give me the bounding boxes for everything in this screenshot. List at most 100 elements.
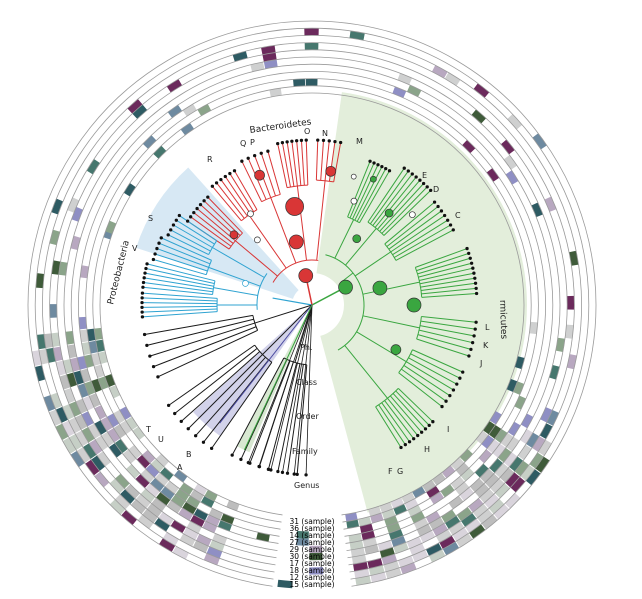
heatmap-cell [500, 139, 515, 155]
heatmap-cell [209, 539, 225, 552]
heatmap-cell [540, 407, 553, 423]
tree-branch [211, 362, 273, 449]
tree-node [209, 446, 214, 451]
heatmap-cell [442, 541, 460, 556]
heatmap-cell [51, 198, 64, 215]
heatmap-cell [479, 488, 495, 504]
heatmap-cell [200, 495, 215, 508]
heatmap-cell [88, 439, 103, 455]
tree-branch [247, 304, 313, 463]
heatmap-cell [520, 464, 535, 481]
tree-branch [144, 272, 214, 287]
tree-branch [203, 359, 269, 443]
tree-branch [272, 297, 313, 306]
heatmap-cell [153, 145, 167, 159]
heatmap-cell [429, 517, 445, 530]
heatmap-cell [494, 483, 510, 499]
tree-node [280, 470, 285, 475]
heatmap-cell [440, 484, 455, 498]
tree-node [432, 200, 437, 204]
tree-branch [356, 331, 407, 363]
tree-node [418, 178, 422, 182]
heatmap-cell [160, 486, 175, 500]
tree-branch [421, 292, 477, 298]
heatmap-cell [565, 324, 574, 339]
heatmap-cell [62, 437, 77, 454]
ring-label-36: 36 (sample) [289, 524, 334, 533]
heatmap-cell [182, 103, 197, 117]
heatmap-cell [489, 411, 502, 425]
tree-node [194, 434, 198, 438]
heatmap-cell [529, 452, 544, 469]
heatmap-cell [145, 463, 160, 478]
heatmap-cell [494, 428, 508, 443]
heatmap-cell [489, 458, 504, 473]
clade-letter-q: Q [240, 139, 246, 148]
tree-branch [161, 237, 212, 261]
heatmap-cell [381, 508, 396, 520]
heatmap-cell [167, 104, 183, 118]
tree-node [473, 327, 477, 331]
tree-node [304, 138, 308, 142]
tree-branch [207, 196, 243, 234]
heatmap-cell [196, 533, 212, 547]
heatmap-cell [84, 381, 96, 396]
tree-node [436, 204, 440, 209]
rank-label-family: Family [292, 447, 318, 456]
heatmap-cell [507, 114, 523, 130]
tree-branch [300, 140, 305, 186]
heatmap-cell [262, 52, 277, 62]
heatmap-cell [182, 501, 197, 515]
heatmap-cell [475, 430, 489, 445]
tree-branch [142, 302, 218, 305]
heatmap-cell [109, 385, 121, 399]
heatmap-cell [125, 464, 140, 479]
tree-branch [390, 215, 445, 253]
heatmap-cell [89, 393, 101, 408]
tree-node [246, 460, 250, 465]
heatmap-cell [459, 449, 473, 463]
heatmap-cell [401, 492, 415, 504]
tree-node [469, 261, 474, 265]
tree-branch [389, 395, 423, 433]
tree-node [467, 251, 471, 256]
heatmap-cell [348, 533, 363, 543]
tree-node [451, 228, 455, 232]
heatmap-cell [425, 543, 442, 556]
heatmap-cell [355, 575, 372, 586]
heatmap-cell [68, 434, 83, 451]
heatmap-cell [61, 420, 75, 437]
heatmap-cell [391, 535, 406, 547]
ring-label-15: 15 (sample) [289, 580, 334, 589]
heatmap-cell [179, 482, 194, 496]
heatmap-cell [91, 378, 103, 393]
tree-node [206, 195, 210, 199]
heatmap-cell [94, 405, 107, 420]
heatmap-cell [88, 340, 98, 354]
tree-branch [420, 282, 476, 292]
tree-node [171, 223, 176, 227]
heatmap-cell [569, 250, 579, 266]
heatmap-cell [385, 567, 402, 579]
tree-node [285, 197, 304, 216]
tree-node [276, 141, 280, 146]
heatmap-cell [49, 304, 58, 318]
heatmap-cell [293, 78, 306, 87]
heatmap-cell [190, 514, 205, 528]
heatmap-cell [67, 197, 80, 213]
heatmap-cell [101, 431, 115, 447]
heatmap-cell [309, 545, 323, 553]
heatmap-cell [55, 423, 69, 441]
heatmap-cell [567, 295, 575, 310]
heatmap-cell [345, 512, 358, 522]
tree-branch [401, 368, 447, 402]
tree-branch [195, 356, 266, 437]
tree-node [269, 468, 273, 472]
heatmap-cell [431, 65, 448, 79]
tree-node [325, 165, 337, 177]
heatmap-cell [381, 553, 398, 565]
clade-letter-u: U [158, 435, 164, 444]
heatmap-cell [504, 493, 521, 509]
heatmap-cell [150, 478, 165, 492]
